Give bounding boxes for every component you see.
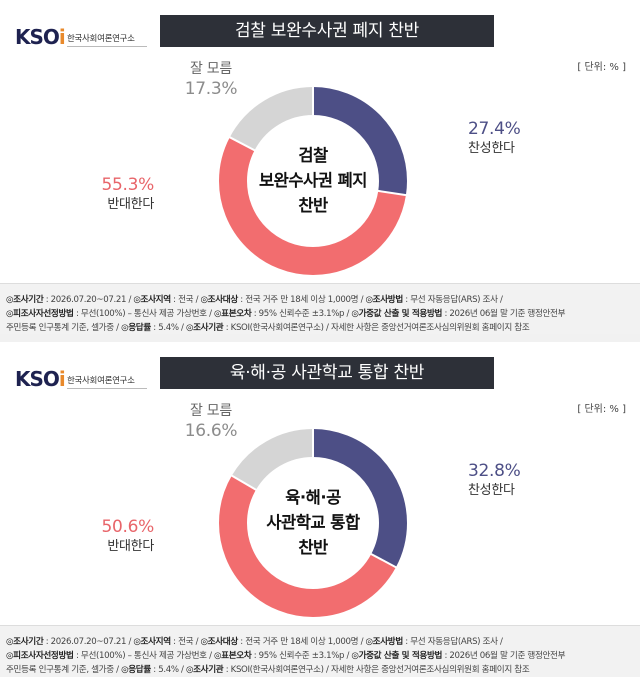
footnote-line: 주민등록 인구통계 기준, 셀가중 / ◎응답률 : 5.4% / ◎조사기관 … [6, 321, 530, 333]
footnote-value: : 2026.07.20~07.21 / [43, 295, 134, 305]
donut-slice-oppose [219, 87, 407, 275]
survey-footnote: ◎조사기간 : 2026.07.20~07.21 / ◎조사지역 : 전국 / … [0, 625, 640, 677]
footnote-key: ◎조사기간 [6, 637, 44, 647]
center-text-line: 육·해·공 [285, 488, 341, 507]
footnote-value: : 전국 / [170, 637, 201, 647]
agree-name: 찬성한다 [468, 483, 515, 498]
footnote-key: ◎가중값 산출 및 적용방법 [351, 309, 443, 319]
footnote-value: : 95% 신뢰수준 ±3.1%p / [251, 309, 352, 319]
footnote-key: ◎응답률 [121, 323, 151, 333]
footnote-value: : 무선 자동응답(ARS) 조사 / [402, 637, 503, 647]
footnote-key: ◎응답률 [121, 665, 151, 675]
oppose-name: 반대한다 [107, 539, 154, 554]
footnote-key: ◎조사대상 [200, 637, 239, 647]
dont-know-value: 16.6% [184, 421, 238, 441]
footnote-value: : 무선 자동응답(ARS) 조사 / [402, 295, 503, 305]
chart-title: 육·해·공 사관학교 통합 찬반 [160, 357, 494, 389]
footnote-value: : 전국 / [170, 295, 201, 305]
oppose-value: 55.3% [101, 175, 154, 195]
footnote-value: : 5.4% / [150, 665, 186, 675]
donut-chart [219, 86, 408, 275]
footnote-key: ◎조사기간 [6, 295, 44, 305]
footnote-value: : 2026년 06월 말 기준 행정안전부 [442, 309, 566, 319]
footnote-key: ◎피조사자선정방법 [6, 309, 74, 319]
footnote-value: : 2026.07.20~07.21 / [43, 637, 134, 647]
dont-know-value: 17.3% [184, 79, 238, 99]
footnote-line: 주민등록 인구통계 기준, 셀가중 / ◎응답률 : 5.4% / ◎조사기관 … [6, 663, 530, 675]
footnote-key: ◎피조사자선정방법 [6, 651, 74, 661]
logo-mark: KSOi [15, 367, 66, 391]
oppose-value: 50.6% [101, 517, 154, 537]
oppose-name: 반대한다 [107, 197, 154, 212]
center-text-line: 찬반 [298, 538, 328, 557]
slice-separator [377, 189, 408, 197]
agree-value: 32.8% [468, 461, 521, 481]
logo-mark-accent: i [58, 25, 66, 49]
footnote-value: : 5.4% / [150, 323, 186, 333]
footnote-value: : 무선(100%) – 통신사 제공 가상번호 / [73, 651, 214, 661]
label-dont-know: 잘 모름 16.6% [172, 402, 250, 442]
center-text-line: 보완수사권 폐지 [258, 171, 368, 190]
footnote-line: ◎조사기간 : 2026.07.20~07.21 / ◎조사지역 : 전국 / … [6, 635, 503, 647]
footnote-key: ◎조사지역 [133, 637, 171, 647]
footnote-key: ◎조사방법 [365, 295, 404, 305]
donut-slice-oppose [219, 429, 407, 617]
footnote-value: 주민등록 인구통계 기준, 셀가중 / [6, 323, 122, 333]
label-oppose: 55.3% 반대한다 [86, 174, 154, 214]
chart-title: 검찰 보완수사권 폐지 찬반 [160, 15, 494, 47]
footnote-value: 주민등록 인구통계 기준, 셀가중 / [6, 665, 122, 675]
footnote-line: ◎피조사자선정방법 : 무선(100%) – 통신사 제공 가상번호 / ◎표본… [6, 649, 566, 661]
footnote-value: : KSOI(한국사회여론연구소) / 자세한 사항은 중앙선거여론조사심의위원… [223, 323, 530, 333]
footnote-value: : KSOI(한국사회여론연구소) / 자세한 사항은 중앙선거여론조사심의위원… [223, 665, 530, 675]
label-oppose: 50.6% 반대한다 [86, 516, 154, 556]
poll-panel-1: KSOi 한국사회여론연구소 검찰 보완수사권 폐지 찬반[ 단위: % ] 검찰 보완… [0, 0, 640, 335]
logo-mark: KSOi [15, 25, 66, 49]
footnote-key: ◎표본오차 [214, 309, 252, 319]
label-agree: 32.8% 찬성한다 [468, 460, 521, 500]
unit-label: [ 단위: % ] [577, 62, 626, 73]
logo-underline [67, 388, 147, 389]
footnote-key: ◎조사방법 [365, 637, 404, 647]
footnote-value: : 2026년 06월 말 기준 행정안전부 [442, 651, 566, 661]
logo-subtitle: 한국사회여론연구소 [67, 34, 135, 44]
logo-subtitle: 한국사회여론연구소 [67, 376, 135, 386]
footnote-key: ◎조사대상 [200, 295, 239, 305]
label-agree: 27.4% 찬성한다 [468, 118, 521, 158]
footnote-key: ◎표본오차 [214, 651, 252, 661]
logo-mark-accent: i [58, 367, 66, 391]
unit-label: [ 단위: % ] [577, 404, 626, 415]
logo-mark-text: KSO [15, 367, 60, 391]
footnote-key: ◎가중값 산출 및 적용방법 [351, 651, 443, 661]
slice-separator [228, 135, 256, 152]
slice-separator [369, 552, 398, 569]
slice-separator [230, 474, 258, 492]
agree-name: 찬성한다 [468, 141, 515, 156]
footnote-line: ◎조사기간 : 2026.07.20~07.21 / ◎조사지역 : 전국 / … [6, 293, 503, 305]
footnote-value: : 전국 거주 만 18세 이상 1,000명 / [237, 295, 366, 305]
footnote-line: ◎피조사자선정방법 : 무선(100%) – 통신사 제공 가상번호 / ◎표본… [6, 307, 566, 319]
dont-know-name: 잘 모름 [190, 61, 232, 77]
footnote-value: : 무선(100%) – 통신사 제공 가상번호 / [73, 309, 214, 319]
center-text-line: 검찰 [298, 146, 328, 165]
label-dont-know: 잘 모름 17.3% [172, 60, 250, 100]
footnote-value: : 95% 신뢰수준 ±3.1%p / [251, 651, 352, 661]
donut-chart [219, 428, 407, 617]
logo-underline [67, 46, 147, 47]
center-text-line: 찬반 [298, 196, 328, 215]
panel-divider [0, 334, 640, 342]
agree-value: 27.4% [468, 119, 521, 139]
dont-know-name: 잘 모름 [190, 403, 232, 419]
footnote-value: : 전국 거주 만 18세 이상 1,000명 / [237, 637, 366, 647]
center-text-line: 사관학교 통합 [266, 513, 360, 532]
logo-mark-text: KSO [15, 25, 60, 49]
footnote-key: ◎조사지역 [133, 295, 171, 305]
survey-footnote: ◎조사기간 : 2026.07.20~07.21 / ◎조사지역 : 전국 / … [0, 283, 640, 335]
poll-panel-2: KSOi 한국사회여론연구소 육·해·공 사관학교 통합 찬반[ 단위: % ] 육·… [0, 342, 640, 677]
footnote-key: ◎조사기관 [185, 665, 224, 675]
footnote-key: ◎조사기관 [185, 323, 224, 333]
